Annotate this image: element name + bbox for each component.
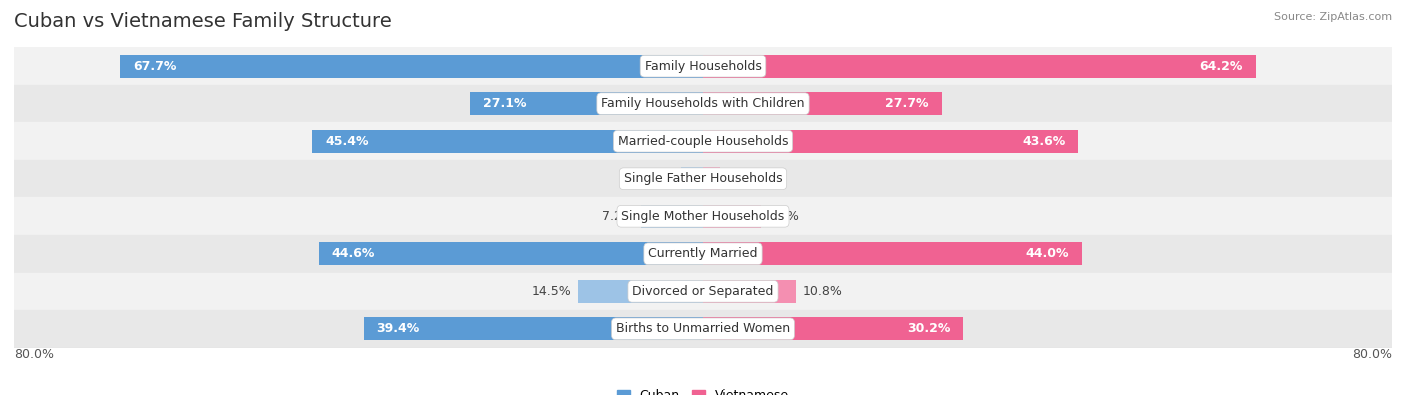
Text: 45.4%: 45.4% [325, 135, 368, 148]
Bar [703, 242, 1083, 265]
Bar [14, 122, 1392, 160]
Bar [14, 273, 1392, 310]
Bar [703, 167, 720, 190]
Text: 30.2%: 30.2% [907, 322, 950, 335]
Bar [578, 280, 703, 303]
Text: 80.0%: 80.0% [14, 348, 53, 361]
Text: 27.7%: 27.7% [886, 97, 928, 110]
Text: 64.2%: 64.2% [1199, 60, 1243, 73]
Text: 44.6%: 44.6% [332, 247, 375, 260]
Text: Source: ZipAtlas.com: Source: ZipAtlas.com [1274, 12, 1392, 22]
Bar [14, 47, 1392, 85]
Text: Single Father Households: Single Father Households [624, 172, 782, 185]
Text: 2.0%: 2.0% [727, 172, 759, 185]
Text: Cuban vs Vietnamese Family Structure: Cuban vs Vietnamese Family Structure [14, 12, 392, 31]
Text: 10.8%: 10.8% [803, 285, 842, 298]
Bar [14, 198, 1392, 235]
Bar [703, 92, 942, 115]
Bar [14, 160, 1392, 198]
Text: 6.7%: 6.7% [768, 210, 800, 223]
Bar [14, 85, 1392, 122]
Bar [703, 55, 1256, 78]
Bar [319, 242, 703, 265]
Bar [703, 317, 963, 340]
Text: 43.6%: 43.6% [1022, 135, 1066, 148]
Text: 27.1%: 27.1% [482, 97, 526, 110]
Text: 14.5%: 14.5% [531, 285, 571, 298]
Bar [364, 317, 703, 340]
Bar [14, 310, 1392, 348]
Bar [470, 92, 703, 115]
Text: 80.0%: 80.0% [1353, 348, 1392, 361]
Text: 39.4%: 39.4% [377, 322, 420, 335]
Text: 7.2%: 7.2% [602, 210, 634, 223]
Text: Married-couple Households: Married-couple Households [617, 135, 789, 148]
Bar [641, 205, 703, 228]
Bar [703, 130, 1078, 153]
Text: 2.6%: 2.6% [643, 172, 673, 185]
Bar [312, 130, 703, 153]
Text: Currently Married: Currently Married [648, 247, 758, 260]
Bar [681, 167, 703, 190]
Text: Family Households: Family Households [644, 60, 762, 73]
Bar [703, 280, 796, 303]
Text: Divorced or Separated: Divorced or Separated [633, 285, 773, 298]
Bar [703, 205, 761, 228]
Legend: Cuban, Vietnamese: Cuban, Vietnamese [612, 384, 794, 395]
Text: Single Mother Households: Single Mother Households [621, 210, 785, 223]
Text: Family Households with Children: Family Households with Children [602, 97, 804, 110]
Text: 44.0%: 44.0% [1025, 247, 1069, 260]
Text: 67.7%: 67.7% [134, 60, 176, 73]
Text: Births to Unmarried Women: Births to Unmarried Women [616, 322, 790, 335]
Bar [120, 55, 703, 78]
Bar [14, 235, 1392, 273]
